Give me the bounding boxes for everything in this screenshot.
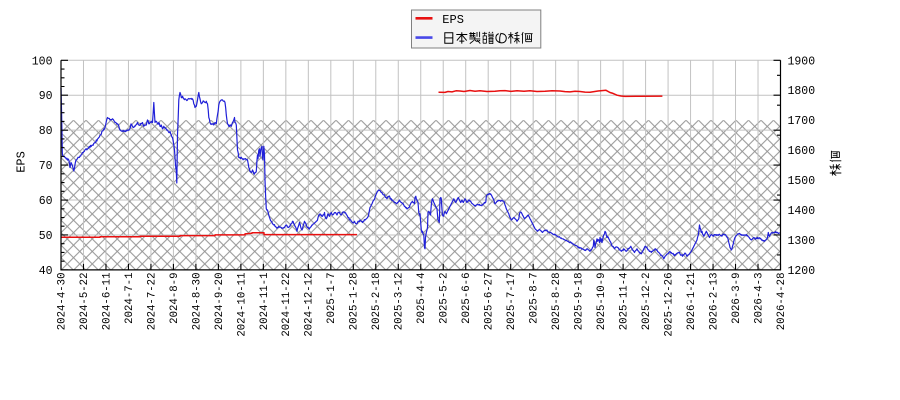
svg-text:2024-11-1: 2024-11-1: [259, 273, 271, 331]
svg-text:2024-12-12: 2024-12-12: [304, 273, 316, 337]
svg-text:2025-7-17: 2025-7-17: [506, 273, 518, 331]
svg-text:2025-8-28: 2025-8-28: [551, 273, 563, 331]
svg-text:2024-5-22: 2024-5-22: [79, 273, 91, 331]
svg-text:1300: 1300: [788, 235, 816, 248]
svg-text:2026-4-3: 2026-4-3: [753, 273, 765, 324]
svg-text:EPS: EPS: [442, 13, 464, 27]
svg-text:EPS: EPS: [15, 151, 29, 173]
svg-text:2024-4-30: 2024-4-30: [56, 273, 68, 331]
svg-text:2026-4-28: 2026-4-28: [776, 273, 788, 331]
svg-text:50: 50: [39, 230, 53, 243]
svg-text:2025-8-7: 2025-8-7: [529, 273, 541, 324]
svg-text:2025-4-4: 2025-4-4: [416, 273, 428, 324]
svg-text:1900: 1900: [788, 55, 816, 68]
svg-text:2026-1-21: 2026-1-21: [686, 273, 698, 331]
svg-text:2024-10-11: 2024-10-11: [236, 273, 248, 337]
svg-text:90: 90: [39, 90, 53, 103]
svg-text:1200: 1200: [788, 265, 816, 278]
svg-text:2024-9-20: 2024-9-20: [214, 273, 226, 331]
svg-text:100: 100: [32, 55, 53, 68]
svg-text:2025-9-18: 2025-9-18: [574, 273, 586, 331]
svg-text:2025-1-7: 2025-1-7: [326, 273, 338, 324]
svg-text:2026-3-9: 2026-3-9: [731, 273, 743, 324]
svg-text:2024-11-22: 2024-11-22: [281, 273, 293, 337]
svg-text:40: 40: [39, 265, 53, 278]
svg-text:2024-8-9: 2024-8-9: [169, 273, 181, 324]
svg-text:80: 80: [39, 125, 53, 138]
svg-text:2025-12-26: 2025-12-26: [663, 273, 675, 337]
svg-text:2025-5-2: 2025-5-2: [439, 273, 451, 324]
svg-text:1800: 1800: [788, 85, 816, 98]
svg-text:2025-11-4: 2025-11-4: [619, 273, 631, 331]
svg-text:2025-6-6: 2025-6-6: [461, 273, 473, 324]
svg-text:1700: 1700: [788, 115, 816, 128]
svg-text:2025-1-28: 2025-1-28: [349, 273, 361, 331]
svg-text:2025-2-18: 2025-2-18: [371, 273, 383, 331]
svg-text:1600: 1600: [788, 145, 816, 158]
svg-text:2024-8-30: 2024-8-30: [191, 273, 203, 331]
svg-text:2024-6-11: 2024-6-11: [101, 273, 113, 331]
svg-text:2026-2-13: 2026-2-13: [708, 273, 720, 331]
svg-text:2024-7-22: 2024-7-22: [146, 273, 158, 331]
svg-text:1500: 1500: [788, 175, 816, 188]
svg-text:2025-12-2: 2025-12-2: [641, 273, 653, 331]
svg-text:2024-7-1: 2024-7-1: [124, 273, 136, 324]
svg-text:1400: 1400: [788, 205, 816, 218]
svg-text:2025-10-9: 2025-10-9: [596, 273, 608, 331]
svg-text:70: 70: [39, 160, 53, 173]
svg-text:2025-3-12: 2025-3-12: [394, 273, 406, 331]
svg-text:60: 60: [39, 195, 53, 208]
svg-text:2025-6-27: 2025-6-27: [484, 273, 496, 331]
